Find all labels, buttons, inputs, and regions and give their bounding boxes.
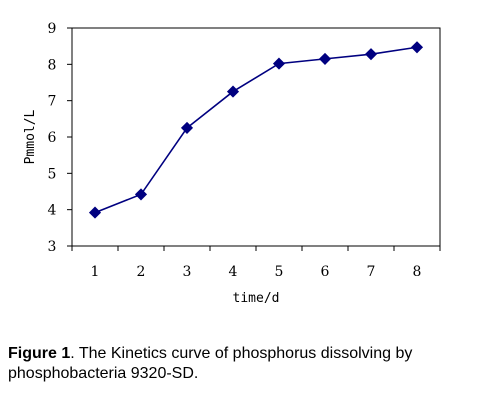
x-tick-label: 8 [413, 264, 422, 280]
x-tick-label: 4 [229, 264, 238, 280]
data-point [226, 85, 240, 98]
data-point [410, 41, 424, 54]
x-axis-title: time/d [233, 291, 280, 306]
y-tick-label: 4 [48, 203, 57, 219]
x-axis: 1 2 3 4 5 6 7 8 [71, 246, 441, 280]
plot-frame [71, 27, 441, 247]
y-tick-label: 3 [48, 239, 57, 255]
y-tick-label: 5 [48, 166, 57, 182]
x-tick-label: 5 [275, 264, 284, 280]
x-tick-label: 3 [183, 264, 192, 280]
data-point [88, 206, 102, 219]
plot-area [71, 27, 441, 247]
y-tick-label: 7 [48, 94, 57, 110]
data-point [272, 57, 286, 70]
x-tick-label: 6 [321, 264, 330, 280]
y-tick-label: 8 [48, 57, 57, 73]
series-line [94, 46, 418, 214]
x-tick-label: 1 [91, 264, 100, 280]
figure-caption: Figure 1. The Kinetics curve of phosphor… [8, 344, 494, 384]
x-tick-label: 2 [137, 264, 146, 280]
y-tick-label: 9 [48, 21, 57, 37]
data-point [364, 48, 378, 61]
data-point [318, 52, 332, 65]
line-chart: 3 4 5 6 7 8 9 1 2 3 4 5 6 7 8 Pmmol/L time/d [23, 21, 441, 306]
caption-text: . The Kinetics curve of phosphorus disso… [8, 345, 413, 382]
y-tick-label: 6 [48, 130, 57, 146]
data-point [134, 188, 148, 201]
y-axis: 3 4 5 6 7 8 9 [48, 21, 72, 255]
x-tick-label: 7 [367, 264, 376, 280]
y-axis-title: Pmmol/L [23, 109, 38, 164]
caption-label: Figure 1 [8, 345, 71, 362]
data-point [180, 121, 194, 134]
series-layer [88, 41, 424, 219]
